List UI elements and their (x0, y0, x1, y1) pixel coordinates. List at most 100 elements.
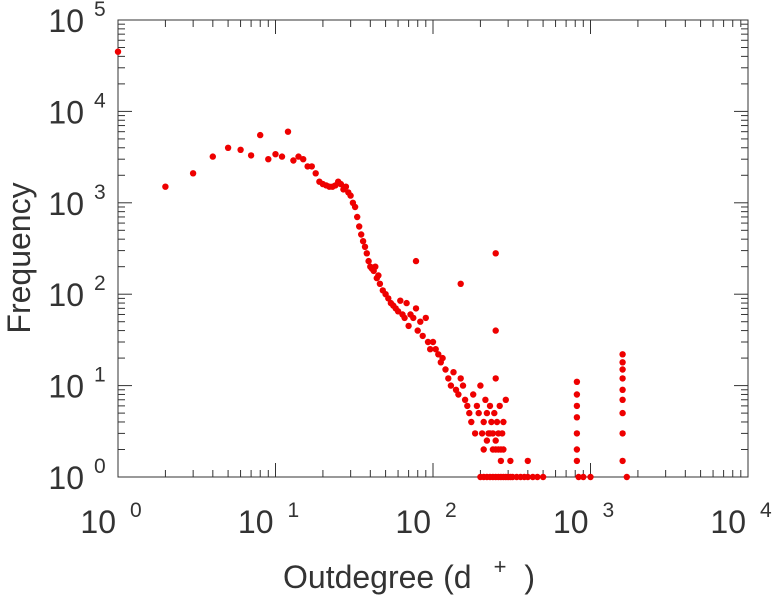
y-tick-exponent: 0 (94, 455, 106, 478)
data-point (473, 402, 481, 410)
x-axis-title: Outdegree (d +) (283, 554, 535, 595)
data-point (573, 457, 581, 465)
data-point (470, 391, 477, 398)
data-point (397, 297, 404, 304)
data-point (337, 180, 345, 188)
data-point (619, 409, 626, 417)
data-point (427, 346, 434, 353)
y-tick-exponent: 5 (94, 0, 106, 21)
data-point (300, 156, 307, 163)
x-tick-exponent: 2 (445, 499, 457, 522)
data-point (308, 163, 315, 170)
data-point (342, 183, 350, 190)
data-point (405, 322, 412, 330)
data-point (466, 409, 473, 417)
data-point (265, 156, 272, 163)
data-point (422, 314, 429, 322)
data-point (471, 430, 479, 437)
data-point (354, 213, 361, 221)
data-point (459, 382, 467, 389)
data-point (480, 446, 487, 453)
y-tick-exponent: 1 (94, 364, 106, 387)
data-point (573, 378, 581, 385)
data-point (414, 327, 421, 334)
data-point (359, 238, 367, 245)
data-point (499, 430, 506, 437)
data-point (237, 146, 244, 153)
data-point (495, 446, 502, 453)
data-point (447, 382, 455, 389)
data-point (419, 332, 426, 340)
data-point (247, 152, 255, 159)
data-point (361, 243, 369, 250)
x-tick-label: 10 (80, 504, 116, 540)
data-point (351, 203, 359, 211)
x-tick-exponent: 0 (130, 499, 142, 522)
data-point (507, 457, 514, 465)
data-point (439, 354, 446, 362)
data-point (432, 346, 439, 353)
data-point (410, 314, 417, 322)
data-point (623, 473, 630, 481)
data-point (539, 473, 547, 481)
data-point (480, 418, 487, 426)
data-point (587, 473, 594, 481)
data-point (290, 157, 297, 164)
data-point (284, 128, 292, 135)
data-point (486, 430, 494, 437)
data-point (429, 338, 437, 346)
data-point (457, 375, 464, 382)
y-tick-label: 10 (48, 277, 84, 313)
data-points (114, 48, 630, 481)
data-point (492, 375, 499, 382)
data-point (492, 437, 499, 444)
x-tick-label: 10 (710, 504, 746, 540)
data-point (619, 375, 626, 382)
data-point (358, 231, 365, 238)
data-point (529, 473, 536, 481)
data-point (573, 430, 581, 437)
data-point (468, 418, 475, 426)
data-point (491, 409, 498, 417)
y-tick-labels: 10 0 10 1 10 2 10 3 10 4 10 5 (48, 0, 106, 496)
y-axis-title: Frequency (1, 182, 37, 333)
y-tick-exponent: 3 (94, 181, 106, 204)
data-point (455, 391, 462, 398)
plot-frame (117, 19, 749, 478)
data-point (412, 305, 420, 312)
data-point (442, 366, 449, 373)
data-point (394, 308, 402, 315)
data-point (573, 402, 581, 410)
data-point (445, 375, 452, 382)
data-point (363, 250, 370, 257)
data-point (356, 223, 363, 230)
data-point (619, 359, 626, 366)
x-tick-exponent: 1 (288, 499, 300, 522)
data-point (457, 280, 464, 287)
data-point (573, 446, 581, 453)
data-point (575, 473, 582, 481)
data-point (483, 409, 491, 417)
data-point (312, 170, 319, 177)
data-point (162, 183, 169, 190)
data-point (573, 414, 581, 421)
y-tick-label: 10 (48, 369, 84, 405)
data-point (524, 473, 531, 481)
data-point (257, 131, 264, 139)
data-point (619, 366, 626, 373)
x-axis-title-superscript: + (494, 554, 507, 579)
data-point (224, 144, 232, 151)
data-point (502, 396, 509, 403)
data-point (372, 263, 379, 270)
data-point (375, 272, 382, 279)
data-point (385, 295, 392, 302)
data-point (412, 257, 420, 265)
data-point (424, 338, 432, 346)
x-tick-label: 10 (553, 504, 589, 540)
data-point (619, 351, 626, 358)
data-point (619, 430, 626, 437)
data-point (493, 418, 501, 426)
data-point (209, 153, 216, 160)
y-tick-exponent: 2 (94, 272, 106, 295)
